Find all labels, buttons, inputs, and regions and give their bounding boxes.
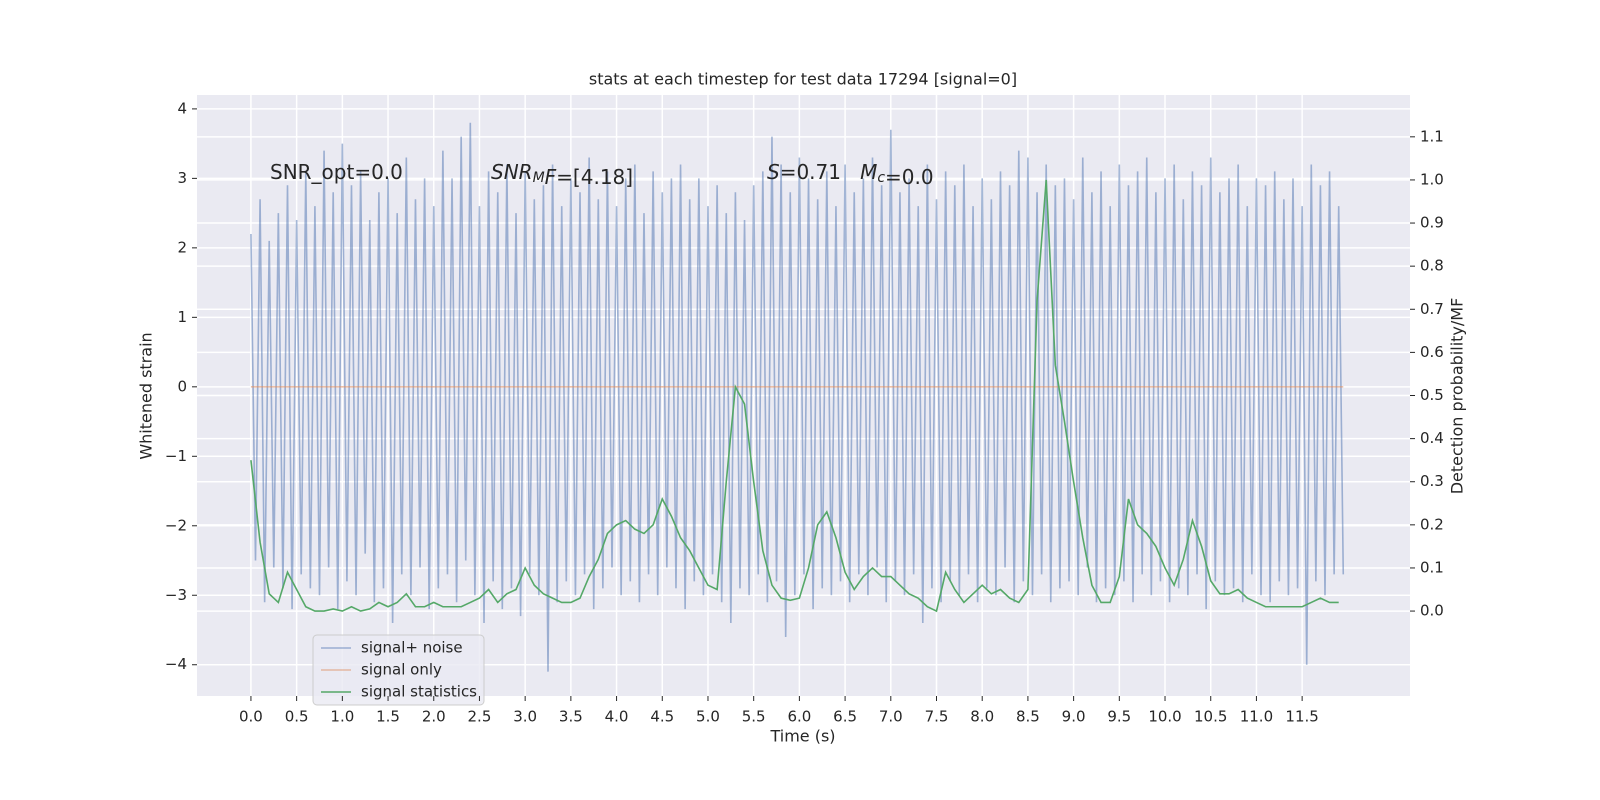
y2-tick-label: 0.4 bbox=[1420, 429, 1444, 447]
x-tick-label: 10.0 bbox=[1148, 708, 1181, 726]
annotation-part: c bbox=[877, 170, 885, 186]
annotation-part: S bbox=[767, 160, 780, 184]
series-line bbox=[250, 179, 1339, 613]
y2-tick-label: 0.9 bbox=[1420, 214, 1444, 232]
y-tick-label: 1 bbox=[177, 308, 187, 326]
y-tick-label: −2 bbox=[165, 516, 187, 534]
x-tick-label: 0.0 bbox=[239, 708, 263, 726]
annotation: SNRMF=[4.18] bbox=[491, 160, 633, 189]
x-tick-label: 6.5 bbox=[833, 708, 857, 726]
plot-lines bbox=[250, 122, 1345, 672]
y2-tick-label: 1.0 bbox=[1420, 170, 1444, 188]
x-tick-label: 11.0 bbox=[1240, 708, 1273, 726]
y-axis-label: Whitened strain bbox=[137, 332, 156, 459]
x-tick-label: 2.5 bbox=[468, 708, 492, 726]
x-tick-label: 11.5 bbox=[1285, 708, 1318, 726]
series-line bbox=[250, 122, 1345, 672]
legend-frame bbox=[312, 634, 485, 706]
y-tick-label: 3 bbox=[177, 169, 187, 187]
y-tick-label: −3 bbox=[165, 586, 187, 604]
annotation-part: M bbox=[860, 160, 877, 184]
annotation-part: F bbox=[545, 165, 557, 189]
y-tick-label: 2 bbox=[177, 238, 187, 256]
annotation: S=0.71 Mc=0.0 bbox=[767, 160, 934, 189]
y-tick-label: −4 bbox=[165, 655, 187, 673]
x-tick-label: 1.5 bbox=[376, 708, 400, 726]
x-tick-label: 10.5 bbox=[1194, 708, 1227, 726]
annotation-part: =0.71 bbox=[780, 160, 860, 184]
y-tick-label: −1 bbox=[165, 447, 187, 465]
chart-title: stats at each timestep for test data 172… bbox=[589, 70, 1017, 89]
annotation-part: =[4.18] bbox=[556, 165, 633, 189]
y2-tick-label: 0.0 bbox=[1420, 602, 1444, 620]
x-tick-label: 8.5 bbox=[1016, 708, 1040, 726]
x-axis-label: Time (s) bbox=[769, 727, 835, 746]
x-tick-label: 9.0 bbox=[1062, 708, 1086, 726]
x-tick-label: 1.0 bbox=[330, 708, 354, 726]
x-tick-label: 4.0 bbox=[605, 708, 629, 726]
annotation-part: SNR bbox=[491, 160, 533, 184]
x-tick-label: 5.0 bbox=[696, 708, 720, 726]
legend-label: signal+ noise bbox=[361, 639, 463, 657]
y2-tick-label: 0.2 bbox=[1420, 515, 1444, 533]
annotation: SNR_opt=0.0 bbox=[270, 160, 403, 184]
x-tick-label: 6.0 bbox=[787, 708, 811, 726]
y2-tick-label: 1.1 bbox=[1420, 127, 1444, 145]
y2-tick-label: 0.7 bbox=[1420, 300, 1444, 318]
x-tick-label: 7.0 bbox=[879, 708, 903, 726]
y2-tick-label: 0.5 bbox=[1420, 386, 1444, 404]
x-tick-label: 5.5 bbox=[742, 708, 766, 726]
x-tick-label: 9.5 bbox=[1107, 708, 1131, 726]
x-tick-label: 2.0 bbox=[422, 708, 446, 726]
annotation-part: M bbox=[533, 170, 545, 186]
y-tick-label: 4 bbox=[177, 99, 187, 117]
x-tick-label: 4.5 bbox=[650, 708, 674, 726]
x-tick-label: 3.0 bbox=[513, 708, 537, 726]
x-tick-label: 0.5 bbox=[285, 708, 309, 726]
y2-tick-label: 0.6 bbox=[1420, 343, 1444, 361]
y2-axis-label: Detection probability/MF bbox=[1448, 298, 1467, 495]
legend-label: signal only bbox=[361, 661, 442, 679]
annotations: SNR_opt=0.0 SNRMF=[4.18] S=0.71 Mc=0.0 bbox=[270, 160, 934, 189]
y-tick-label: 0 bbox=[177, 377, 187, 395]
x-tick-label: 7.5 bbox=[925, 708, 949, 726]
legend-label: signal statistics bbox=[361, 683, 477, 701]
annotation-part: SNR_opt=0.0 bbox=[270, 160, 403, 184]
x-tick-label: 8.0 bbox=[970, 708, 994, 726]
y2-tick-label: 0.8 bbox=[1420, 257, 1444, 275]
annotation-part: =0.0 bbox=[885, 165, 934, 189]
y2-tick-label: 0.3 bbox=[1420, 472, 1444, 490]
legend: signal+ noise signal only signal statistic… bbox=[312, 634, 485, 706]
x-tick-label: 3.5 bbox=[559, 708, 583, 726]
y2-tick-label: 0.1 bbox=[1420, 558, 1444, 576]
